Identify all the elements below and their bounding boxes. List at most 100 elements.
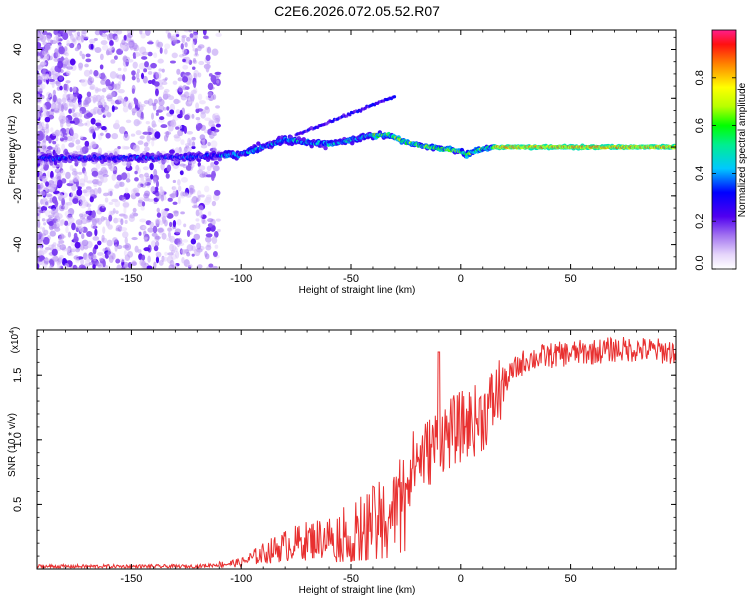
spectrogram-cell (80, 34, 85, 43)
spectrogram-cell (100, 132, 104, 136)
spectrogram-cell (61, 61, 68, 69)
spectrogram-cell (189, 93, 195, 102)
spectrogram-cell (37, 111, 40, 120)
spectrogram-cell (72, 132, 79, 140)
spectrogram-cell (155, 180, 160, 188)
spectrogram-cell (54, 104, 59, 110)
spectrogram-cell (210, 126, 216, 132)
spectrogram-cell (177, 237, 183, 245)
spectrogram-cell (80, 258, 85, 265)
spectrogram-cell (124, 243, 132, 251)
spectrogram-cell (46, 51, 50, 59)
spectrogram-cell (44, 161, 50, 166)
spectrogram-cell (113, 55, 118, 60)
spectrogram-cell (215, 105, 221, 109)
spectrogram-cell (161, 232, 167, 240)
spectrogram-x-label: Height of straight line (km) (299, 285, 416, 296)
spectrogram-cell (153, 81, 160, 87)
spectrogram-cell (95, 162, 101, 170)
spectrogram-cell (200, 111, 207, 119)
spectrogram-cell (56, 262, 62, 269)
spectrogram-cell (114, 200, 121, 208)
spectrogram-cell (144, 61, 149, 68)
spectrogram-cell (108, 201, 114, 205)
spectrogram-cell (150, 62, 157, 69)
spectrogram-frame (36, 29, 677, 270)
spectrogram-cell (181, 76, 189, 83)
spectrogram-cell (198, 165, 206, 171)
spectrogram-cell (48, 137, 52, 144)
spectrogram-cell (81, 53, 86, 60)
spectrogram-cell (60, 120, 64, 128)
spectrogram-cell (193, 248, 201, 257)
spectrogram-cell (52, 140, 57, 145)
spectrogram-cell (131, 107, 138, 114)
spectrogram-cell (117, 95, 123, 101)
spectrogram-cell (190, 198, 197, 204)
spectrogram-cell (123, 34, 127, 41)
spectrogram-cell (142, 131, 150, 135)
spectrogram-cell (102, 226, 106, 234)
spectrogram-cell (197, 194, 201, 202)
spectrogram-cell (138, 62, 146, 70)
spectrogram-cell (42, 210, 46, 214)
spectrogram-cell (40, 205, 48, 212)
spectrogram-cell (197, 169, 203, 175)
spectrogram-cell (70, 36, 77, 44)
spectrogram-cell (92, 254, 97, 262)
spectrogram-cell (75, 219, 83, 226)
spectrogram-cell (191, 41, 195, 50)
spectrogram-cell (51, 208, 57, 213)
colorbar-tick-label: 0.2 (694, 214, 706, 229)
spectrogram-cell (177, 77, 183, 82)
spectrogram-cell (213, 189, 221, 196)
spectrogram-cell (157, 85, 164, 90)
spectrogram-cell (170, 120, 177, 128)
spectrogram-cell (198, 60, 205, 66)
spectrogram-cell (84, 96, 91, 105)
spectrogram-cell (203, 129, 208, 134)
spectrogram-cell (153, 52, 158, 59)
spectrogram-cell (101, 204, 105, 209)
spectrogram-cell (157, 227, 164, 233)
spectrogram-cell (56, 213, 63, 220)
spectrogram-cell (83, 170, 87, 176)
spectrogram-cell (92, 264, 96, 269)
spectrogram-cell (115, 227, 121, 232)
spectrogram-cell (126, 59, 134, 63)
spectrogram-cell (147, 198, 155, 202)
spectrogram-cell (211, 200, 217, 207)
spectrogram-cells (37, 30, 676, 269)
spectrogram-cell (124, 187, 129, 194)
spectrogram-cell (68, 252, 74, 257)
spectrogram-cell (147, 227, 155, 233)
spectrogram-cell (164, 43, 171, 50)
spectrogram-cell (89, 188, 96, 197)
spectrogram-cell (196, 242, 202, 250)
spectrogram-cell (323, 145, 328, 151)
spectrogram-cell (99, 53, 104, 61)
spectrogram-cell (132, 144, 140, 152)
spectrogram-cell (205, 244, 212, 251)
spectrogram-cell (52, 94, 57, 103)
colorbar: 0.0 0.2 0.4 0.6 0.8 Normalized spectral ampl… (694, 29, 748, 271)
spectrogram-cell (37, 37, 40, 42)
spectrogram-cell (61, 143, 66, 151)
spectrogram-cell (42, 138, 47, 143)
spectrogram-cell (51, 80, 55, 89)
snr-panel: -150 -100 -50 0 50 0.5 1.0 1.5 Height of strai… (7, 327, 677, 596)
spectrogram-cell (172, 179, 177, 184)
spectrogram-cell (205, 64, 210, 73)
spectrogram-cell (57, 179, 63, 188)
spectrogram-cell (198, 205, 204, 212)
spectrogram-cell (141, 264, 147, 269)
spectrogram-cell (158, 98, 165, 106)
spectrogram-cell (69, 86, 73, 93)
spectrogram-cell (72, 197, 79, 204)
spectrogram-cell (41, 263, 48, 268)
spectrogram-cell (59, 233, 65, 240)
spectrogram-cell (116, 264, 122, 269)
spectrogram-cell (115, 119, 120, 125)
spectrogram-cell (120, 218, 124, 226)
snr-x-ticks: -150 -100 -50 0 50 (43, 330, 659, 585)
